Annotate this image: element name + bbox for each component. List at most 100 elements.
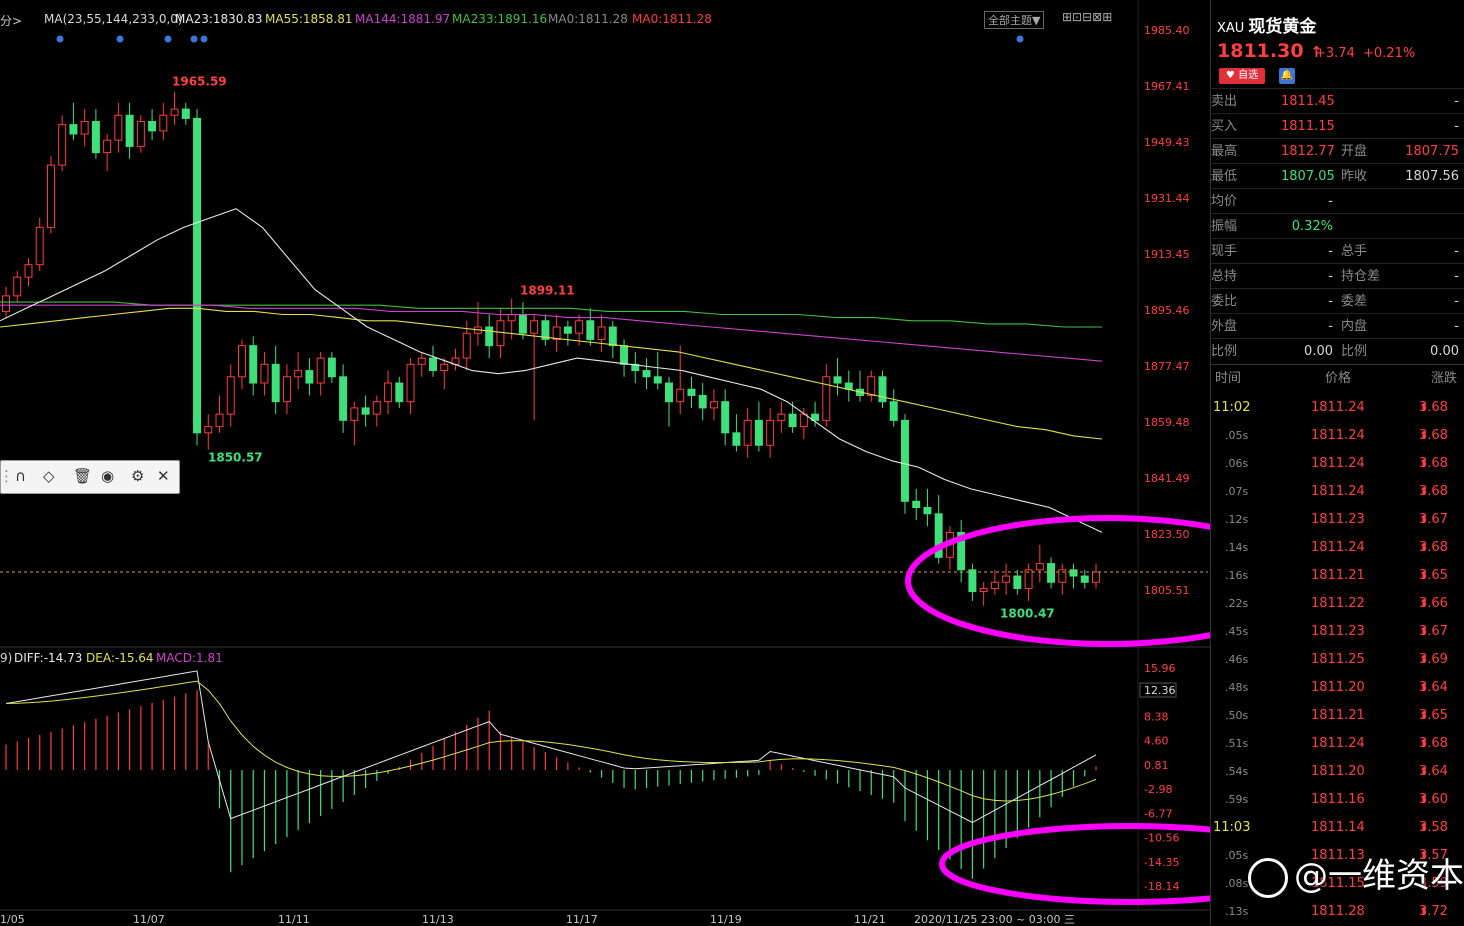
quote-row: 振幅 0.32% xyxy=(1211,213,1464,239)
date-tick-label: 11/11 xyxy=(278,913,310,925)
date-tick-label: 11/17 xyxy=(566,913,598,925)
trade-price: 1811.28 xyxy=(1311,904,1365,919)
price-chart[interactable]: 1985.40 1967.41 1949.43 1931.44 1913.45 1895.… xyxy=(0,0,1210,925)
event-marker-dot xyxy=(56,35,64,43)
candle-body xyxy=(193,117,202,434)
quote-label: 卖出 xyxy=(1211,94,1238,109)
close-icon[interactable]: ✕ xyxy=(157,467,170,485)
candle-body xyxy=(395,382,404,403)
dea-legend: DEA:-15.64 xyxy=(86,651,154,665)
trade-price: 1811.24 xyxy=(1311,484,1365,499)
ma23-legend: MA23:1830.83 xyxy=(175,12,263,26)
ma144-legend: MA144:1881.97 xyxy=(355,12,451,26)
candle-body xyxy=(586,320,595,340)
trade-price: 1811.24 xyxy=(1311,540,1365,555)
eye-icon[interactable]: ◉ xyxy=(101,467,115,485)
quote-row: 比例 0.00 比例 0.00 xyxy=(1211,338,1464,364)
candle-body xyxy=(620,345,629,365)
candle-body xyxy=(1047,563,1056,583)
quote-value: - xyxy=(1328,194,1333,209)
gear-icon[interactable]: ⚙ xyxy=(131,467,145,485)
price-tick-label: 1859.48 xyxy=(1144,416,1190,429)
trade-price: 1811.25 xyxy=(1311,652,1365,667)
macd-tick-label: 8.38 xyxy=(1144,710,1169,723)
favorite-button[interactable]: ♥ 自选 xyxy=(1219,68,1265,84)
trade-row: .05s 1811.13 3.57 ⬆ xyxy=(1211,842,1464,870)
event-marker-dot xyxy=(116,35,124,43)
quote-value: 1812.77 xyxy=(1281,144,1335,159)
quote-label: 比例 xyxy=(1211,344,1238,359)
candle-body xyxy=(1069,569,1078,577)
layout-icons[interactable]: ⊞⊡⊟⊠⊞ xyxy=(1062,10,1113,24)
candle-body xyxy=(339,376,348,421)
quote-value-2: - xyxy=(1454,294,1459,309)
trade-time: .46s xyxy=(1225,653,1249,666)
macd-current-label: 12.36 xyxy=(1144,684,1176,697)
candle-body xyxy=(384,382,393,403)
quote-label-2: 委差 xyxy=(1341,294,1368,309)
instrument-code: XAU xyxy=(1217,21,1245,36)
candle-body xyxy=(1080,575,1089,583)
toolbar-grip-icon[interactable]: ⋮ xyxy=(0,467,14,485)
diff-line xyxy=(5,670,1097,824)
candle-body xyxy=(518,314,527,334)
trash-icon[interactable]: 🗑 xyxy=(73,467,93,485)
date-tick-label: 2020/11/25 23:00 ~ 03:00 三 xyxy=(914,913,1075,925)
candle-body xyxy=(541,320,550,340)
candle-body xyxy=(91,121,100,154)
trade-price: 1811.24 xyxy=(1311,400,1365,415)
candle-body xyxy=(440,363,449,372)
price-tick-label: 1895.46 xyxy=(1144,304,1190,317)
candle-body xyxy=(2,295,10,312)
candle-body xyxy=(1002,575,1011,583)
candle-body xyxy=(788,413,797,428)
trade-price: 1811.20 xyxy=(1311,680,1365,695)
quote-row: 现手 - 总手 - xyxy=(1211,238,1464,264)
candle-body xyxy=(406,363,415,403)
candle-body xyxy=(631,363,640,372)
quote-row: 委比 - 委差 - xyxy=(1211,288,1464,314)
candle-body xyxy=(653,376,662,384)
quote-label: 委比 xyxy=(1211,294,1238,309)
macd-tick-label: 15.96 xyxy=(1144,662,1176,675)
price-tick-label: 1805.51 xyxy=(1144,584,1190,597)
ma0-legend-a: MA0:1811.28 xyxy=(548,12,628,26)
trade-price: 1811.21 xyxy=(1311,568,1365,583)
macd-legend: MACD:1.81 xyxy=(156,651,223,665)
candle-body xyxy=(350,407,359,421)
instrument-name: 现货黄金 xyxy=(1248,17,1317,37)
candle-body xyxy=(844,382,853,390)
quote-value: - xyxy=(1328,244,1333,259)
candle-body xyxy=(923,507,932,515)
candle-body xyxy=(957,531,966,571)
candle-body xyxy=(24,264,33,278)
event-marker-dot xyxy=(200,35,208,43)
alert-bell-button[interactable]: 🔔 xyxy=(1279,68,1295,84)
candle-body xyxy=(990,581,999,589)
quote-label-2: 内盘 xyxy=(1341,319,1368,334)
low-label-2: 1800.47 xyxy=(1000,607,1055,621)
period-label[interactable]: 分> xyxy=(0,14,23,28)
trade-row: 11:03 1811.14 3.58 ⬆ xyxy=(1211,814,1464,842)
theme-select[interactable]: 全部主题▼ xyxy=(984,11,1045,29)
candle-body xyxy=(361,407,370,415)
candle-body xyxy=(1058,569,1067,583)
drawing-toolbar[interactable]: ⋮ ∩ ◇ 🗑 ◉ ⚙ ✕ xyxy=(0,460,180,494)
eraser-icon[interactable]: ◇ xyxy=(43,467,55,485)
candle-body xyxy=(575,320,584,334)
quote-row: 买入 1811.15 - xyxy=(1211,113,1464,139)
candle-body xyxy=(46,164,55,228)
candle-body xyxy=(507,314,516,322)
candle-body xyxy=(777,413,786,421)
trade-time: .50s xyxy=(1225,709,1249,722)
date-tick-label: 11/07 xyxy=(133,913,165,925)
price-tick-label: 1913.45 xyxy=(1144,248,1190,261)
magnet-icon[interactable]: ∩ xyxy=(15,467,26,485)
candle-body xyxy=(889,401,898,421)
macd-tick-label: -6.77 xyxy=(1144,807,1172,820)
instrument-title: XAU 现货黄金 xyxy=(1217,12,1316,37)
trade-price: 1811.13 xyxy=(1311,848,1365,863)
trade-time: .16s xyxy=(1225,569,1249,582)
price-tick-label: 1841.49 xyxy=(1144,472,1190,485)
ma233-line xyxy=(0,301,1102,328)
